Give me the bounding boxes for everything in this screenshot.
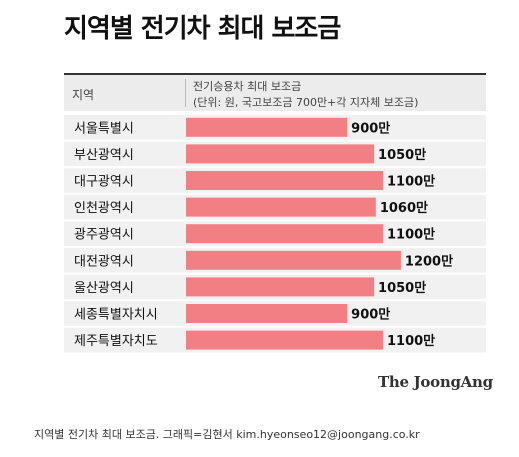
bar — [186, 330, 383, 350]
bar — [186, 171, 383, 190]
category-label: 인천광역시 — [74, 201, 134, 216]
category-label: 부산광역시 — [74, 148, 134, 163]
category-label: 제주특별자치도 — [74, 334, 158, 349]
value-label: 1060만 — [380, 200, 428, 216]
value-label: 1050만 — [378, 147, 426, 163]
header-region-label: 지역 — [72, 88, 95, 102]
value-label: 900만 — [351, 120, 390, 136]
category-label: 서울특별시 — [74, 121, 134, 136]
value-label: 1100만 — [387, 174, 435, 190]
category-label: 광주광역시 — [74, 228, 134, 243]
header-unit-label: (단위: 원, 국고보조금 700만+각 지자체 보조금) — [193, 96, 419, 109]
category-label: 대구광역시 — [74, 175, 134, 190]
category-label: 세종특별자치시 — [74, 308, 158, 323]
bar — [186, 224, 383, 244]
bar — [186, 250, 401, 270]
bar — [186, 197, 376, 217]
bar — [186, 277, 375, 297]
category-label: 울산광역시 — [74, 281, 134, 296]
value-label: 1050만 — [378, 280, 426, 296]
value-label: 1100만 — [387, 333, 435, 349]
value-label: 900만 — [351, 307, 390, 323]
brand-logo: The JoongAng — [378, 373, 493, 391]
header-divider — [185, 79, 186, 107]
table-header — [64, 75, 486, 111]
header-top-rule — [64, 73, 486, 75]
bar — [186, 304, 348, 323]
category-label: 대전광역시 — [74, 254, 134, 269]
bar — [186, 117, 348, 137]
bar — [186, 144, 375, 164]
value-label: 1100만 — [387, 227, 435, 243]
value-label: 1200만 — [405, 253, 453, 269]
header-value-label: 전기승용차 최대 보조금 — [193, 80, 302, 93]
chart-title: 지역별 전기차 최대 보조금 — [64, 14, 341, 44]
figure-caption: 지역별 전기차 최대 보조금. 그래픽=김현서 kim.hyeonseo12@j… — [34, 428, 420, 441]
